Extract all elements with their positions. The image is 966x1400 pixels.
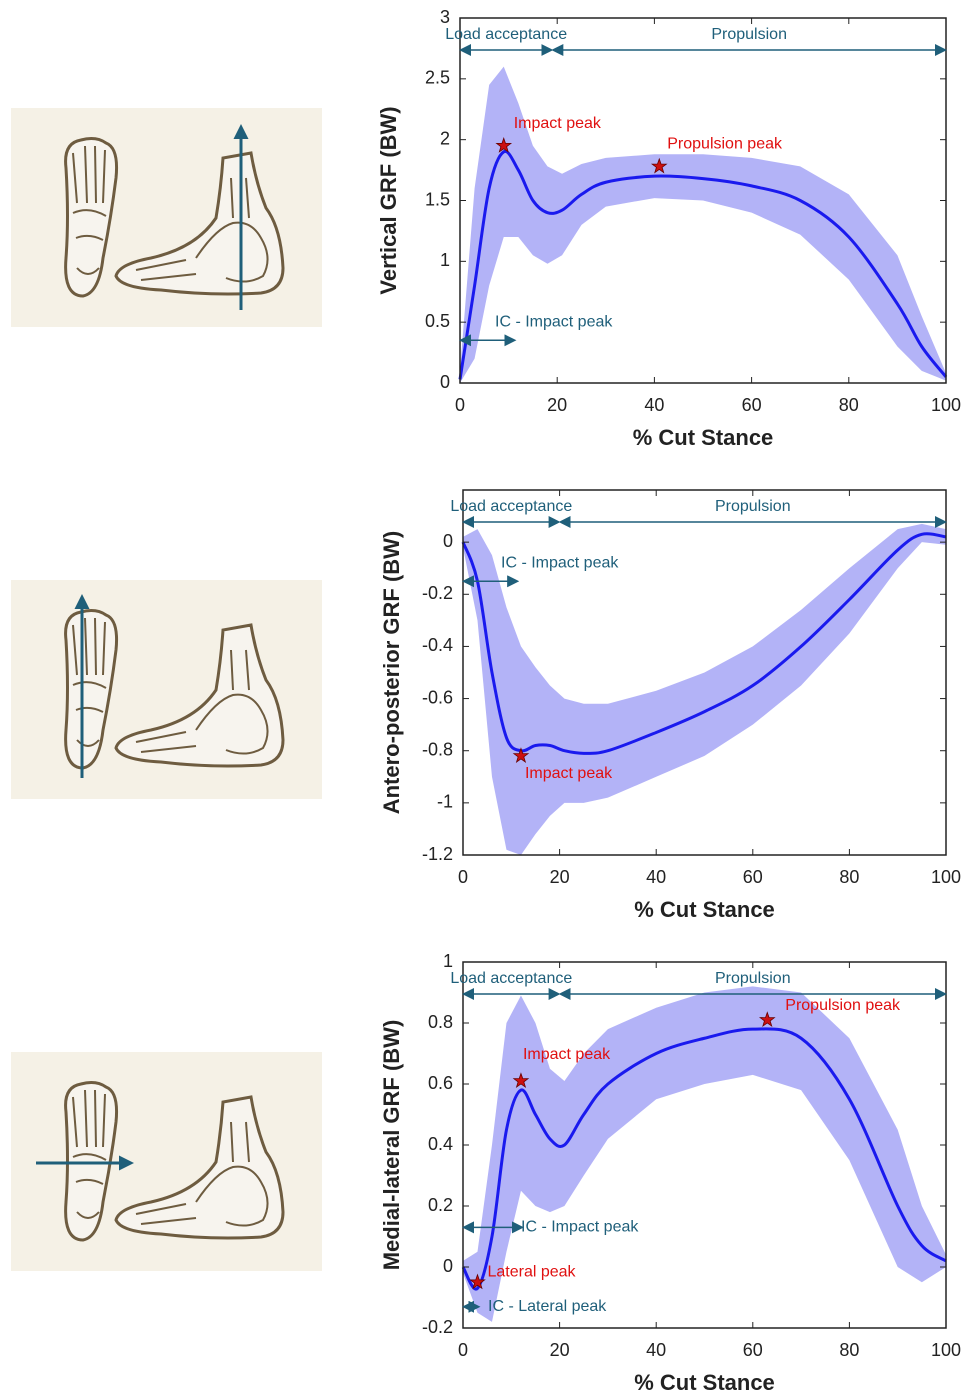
phase-label: Propulsion — [715, 970, 791, 987]
x-tick-label: 80 — [839, 395, 859, 415]
y-tick-label: 0.4 — [428, 1134, 453, 1154]
x-axis-label: % Cut Stance — [634, 897, 775, 922]
span-label: IC - Impact peak — [521, 1219, 639, 1236]
x-tick-label: 40 — [646, 867, 666, 887]
x-tick-label: 20 — [550, 867, 570, 887]
y-axis-label: Vertical GRF (BW) — [376, 106, 401, 294]
x-tick-label: 60 — [743, 867, 763, 887]
y-axis-label: Antero-posterior GRF (BW) — [379, 531, 404, 815]
x-tick-label: 0 — [455, 395, 465, 415]
y-tick-label: 1 — [443, 951, 453, 971]
y-tick-label: 0 — [440, 372, 450, 392]
x-axis-label: % Cut Stance — [634, 1370, 775, 1395]
figure: 00.511.522.53020406080100% Cut StanceVer… — [0, 0, 966, 1395]
y-axis-label: Medial-lateral GRF (BW) — [379, 1020, 404, 1271]
chart: -1.2 -1 -0.8 -0.6 -0.4 -0.2 0 0 20 40 60 80 100 % Cut… — [379, 490, 961, 922]
y-tick-label: -0.6 — [422, 687, 453, 707]
y-tick-label: 2 — [440, 128, 450, 148]
x-tick-label: 20 — [550, 1340, 570, 1360]
phase-label: Propulsion — [715, 498, 791, 515]
y-tick-label: -1.2 — [422, 844, 453, 864]
x-tick-label: 80 — [839, 867, 859, 887]
x-tick-label: 40 — [646, 1340, 666, 1360]
peak-label: Propulsion peak — [785, 997, 901, 1014]
phase-label: Load acceptance — [450, 498, 572, 515]
x-tick-label: 80 — [839, 1340, 859, 1360]
y-tick-label: 2.5 — [425, 68, 450, 88]
y-tick-label: 1.5 — [425, 189, 450, 209]
y-tick-label: -0.4 — [422, 635, 453, 655]
peak-label: Propulsion peak — [667, 136, 783, 153]
peak-label: Impact peak — [523, 1046, 611, 1063]
x-tick-label: 100 — [931, 867, 961, 887]
y-tick-label: -0.8 — [422, 739, 453, 759]
x-tick-label: 40 — [644, 395, 664, 415]
foot-illustration — [11, 580, 322, 799]
y-tick-label: 0 — [443, 1256, 453, 1276]
peak-label: Impact peak — [514, 115, 602, 132]
phase-label: Load acceptance — [445, 26, 567, 43]
x-tick-label: 100 — [931, 1340, 961, 1360]
x-tick-label: 0 — [458, 867, 468, 887]
foot-illustrations — [11, 108, 322, 1271]
chart: 0 0.5 1 1.5 2 2.5 3 0 20 40 60 80 100 % Cut Stance Ver… — [376, 7, 961, 450]
x-tick-label: 60 — [743, 1340, 763, 1360]
foot-illustration — [11, 108, 322, 327]
peak-label: Lateral peak — [487, 1263, 576, 1280]
y-tick-label: 0.6 — [428, 1073, 453, 1093]
x-tick-label: 20 — [547, 395, 567, 415]
span-label: IC - Impact peak — [495, 314, 613, 331]
phase-label: Propulsion — [711, 26, 787, 43]
x-tick-label: 0 — [458, 1340, 468, 1360]
y-tick-label: 3 — [440, 7, 450, 27]
y-tick-label: 0.5 — [425, 311, 450, 331]
x-tick-label: 60 — [742, 395, 762, 415]
y-tick-label: -0.2 — [422, 1317, 453, 1337]
x-tick-label: 100 — [931, 395, 961, 415]
y-tick-label: 0.8 — [428, 1012, 453, 1032]
y-tick-label: 0.2 — [428, 1195, 453, 1215]
y-tick-label: -0.2 — [422, 583, 453, 603]
phase-label: Load acceptance — [450, 970, 572, 987]
span-label: IC - Lateral peak — [488, 1298, 607, 1315]
y-tick-label: -1 — [437, 792, 453, 812]
span-label: IC - Impact peak — [501, 554, 619, 571]
x-axis-label: % Cut Stance — [633, 425, 774, 450]
y-tick-label: 1 — [440, 250, 450, 270]
y-tick-label: 0 — [443, 531, 453, 551]
peak-label: Impact peak — [525, 765, 613, 782]
